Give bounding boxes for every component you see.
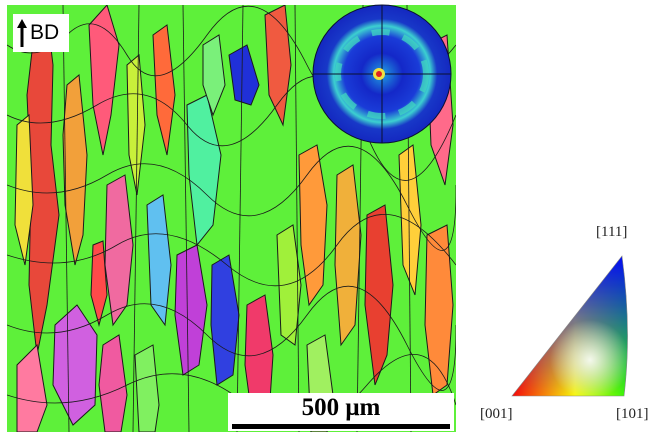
scale-bar-label: 500 μm (301, 394, 381, 421)
grain-shapes (14, 5, 454, 432)
ipf-label-111: [111] (596, 224, 628, 240)
grain-boundaries (7, 5, 456, 432)
scale-bar-box: 500 μm (228, 393, 454, 431)
ipf-color-key: [111] [001] [101] (470, 220, 660, 435)
up-arrow-icon (17, 19, 27, 47)
ipf-triangle (511, 255, 628, 397)
ipf-label-101: [101] (616, 406, 649, 422)
build-direction-text: BD (30, 21, 60, 44)
scale-bar (232, 424, 450, 429)
build-direction-label: BD (13, 14, 69, 52)
ipf-label-001: [001] (480, 406, 513, 422)
pole-figure-peak-center (376, 71, 382, 77)
pole-figure (312, 4, 452, 144)
